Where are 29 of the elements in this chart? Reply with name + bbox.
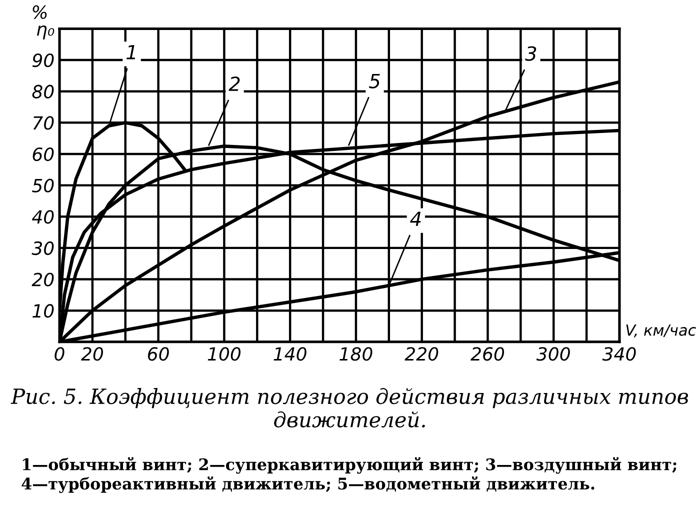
annotation: 4 bbox=[410, 212, 421, 226]
y-tick-label: 30 bbox=[32, 241, 54, 256]
y-tick-label: 50 bbox=[32, 178, 54, 192]
annotation: 2 bbox=[228, 76, 240, 91]
text: 1—обычный винт; 2—суперкавитирующий винт; 3—воздушный винт; 4—турбореактивный движитель; 5—водометный движитель. bbox=[22, 457, 676, 493]
annotation: 3 bbox=[525, 46, 536, 61]
x-tick-label: 100 bbox=[208, 347, 241, 361]
x-tick-label: 0 bbox=[54, 347, 64, 361]
x-tick-label: 180 bbox=[340, 347, 372, 361]
x-tick-label: 20 bbox=[81, 347, 104, 361]
y-tick-label: 10 bbox=[32, 304, 54, 318]
annotation: 5 bbox=[368, 74, 380, 88]
x-tick-label: 300 bbox=[536, 347, 570, 361]
x-tick-label: 60 bbox=[148, 347, 169, 361]
x-tick-label: 140 bbox=[274, 347, 306, 361]
y-tick-label: 20 bbox=[32, 272, 54, 286]
y-tick-label: η₀ bbox=[36, 25, 54, 40]
x-tick-label: 340 bbox=[602, 347, 636, 361]
y-tick-label: 90 bbox=[32, 53, 54, 68]
x-tick-label: 260 bbox=[470, 347, 504, 361]
x-axis-title: V, км/час bbox=[626, 324, 696, 338]
annotation: 1 bbox=[126, 45, 136, 60]
y-tick-label: 80 bbox=[32, 84, 54, 98]
y-tick-label: 70 bbox=[33, 116, 54, 130]
y-axis-title: % bbox=[32, 5, 47, 19]
y-tick-label: 60 bbox=[32, 147, 54, 162]
y-tick-label: 40 bbox=[32, 210, 54, 224]
text: Рис. 5. Коэффициент полезного действия различных типов движителей. bbox=[10, 388, 688, 428]
x-tick-label: 220 bbox=[404, 347, 438, 361]
